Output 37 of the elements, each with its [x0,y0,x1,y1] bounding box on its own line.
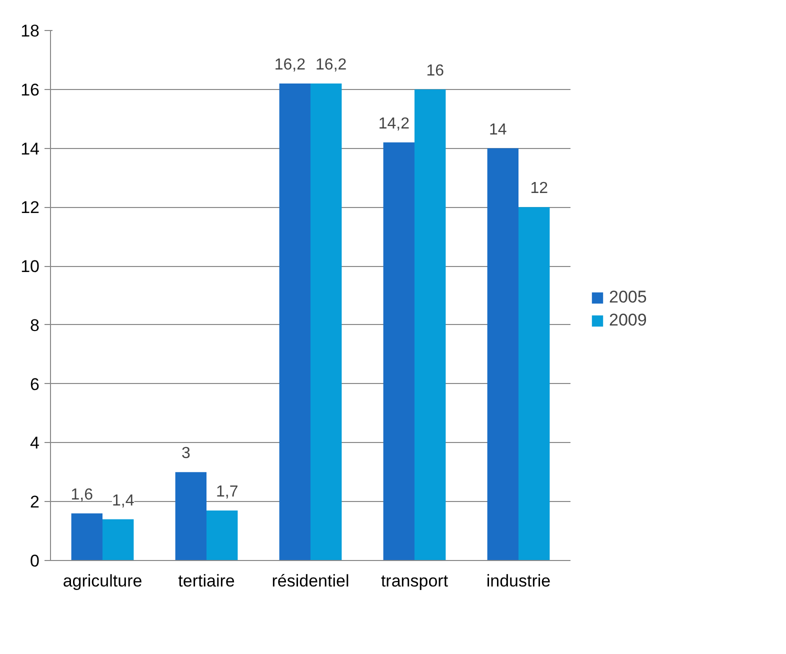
data-label: 1,4 [112,492,134,510]
bar [487,148,518,560]
y-tick-label: 14 [20,139,40,158]
bar [175,472,206,560]
y-tick-label: 4 [30,434,40,453]
data-label: 1,6 [70,486,94,504]
data-label: 1,7 [216,483,238,500]
x-tick-label: industrie [486,572,551,590]
bar [71,513,102,560]
data-label: 12 [530,180,548,198]
data-label: 14,2 [378,115,410,132]
x-tick-label: résidentiel [272,572,350,590]
data-label: 3 [181,445,190,462]
y-tick-label: 8 [30,316,40,335]
x-tick-label: agriculture [62,572,142,590]
y-tick-label: 12 [20,198,40,218]
data-label: 16,2 [316,56,347,74]
bar [310,84,342,560]
bar [102,519,134,560]
data-label: 14 [489,121,507,138]
bar [414,89,446,560]
y-tick-label: 0 [30,552,40,570]
y-tick-label: 16 [20,80,40,100]
bar [518,207,550,560]
y-tick-label: 10 [20,257,40,276]
y-tick-label: 18 [20,22,40,40]
legend-label: 2009 [609,310,647,330]
bar [279,84,310,560]
data-label: 16 [426,62,444,80]
data-label: 16,2 [274,56,306,74]
bar [206,510,238,560]
y-tick-label: 6 [30,374,40,394]
y-tick-label: 2 [30,492,40,512]
bar [383,142,414,560]
legend-label: 2005 [609,287,647,307]
x-tick-label: transport [380,572,448,590]
x-tick-label: tertiaire [178,572,235,590]
